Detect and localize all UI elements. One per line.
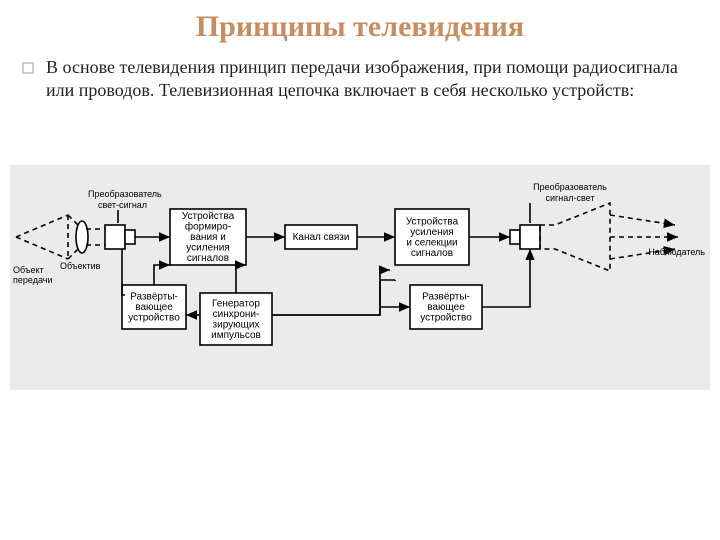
svg-text:Объект: Объект: [13, 265, 44, 275]
svg-text:вающее: вающее: [427, 302, 465, 313]
svg-text:Генератор: Генератор: [212, 298, 260, 309]
svg-text:зирующих: зирующих: [213, 319, 260, 330]
bullet-row: В основе телевидения принцип передачи из…: [0, 44, 720, 101]
svg-text:Преобразователь: Преобразователь: [533, 182, 607, 192]
slide-title: Принципы телевидения: [0, 0, 720, 44]
tv-chain-diagram: ОбъектпередачиОбъективПреобразовательсве…: [10, 165, 710, 390]
svg-text:Наблюдатель: Наблюдатель: [648, 247, 705, 257]
svg-text:Развёрты-: Развёрты-: [130, 292, 178, 303]
diagram-container: ОбъектпередачиОбъективПреобразовательсве…: [10, 165, 710, 390]
svg-text:и селекции: и селекции: [406, 237, 457, 248]
svg-text:устройство: устройство: [420, 313, 472, 324]
svg-text:синхрони-: синхрони-: [213, 309, 260, 320]
svg-text:усиления: усиления: [186, 243, 229, 254]
svg-text:сигнал-свет: сигнал-свет: [545, 193, 594, 203]
svg-text:устройство: устройство: [128, 313, 180, 324]
svg-text:Развёрты-: Развёрты-: [422, 292, 470, 303]
svg-text:Канал связи: Канал связи: [293, 232, 350, 243]
svg-text:передачи: передачи: [13, 275, 52, 285]
body-text: В основе телевидения принцип передачи из…: [46, 56, 690, 101]
svg-text:Устройства: Устройства: [182, 211, 235, 222]
svg-text:формиро-: формиро-: [185, 221, 231, 233]
svg-text:сигналов: сигналов: [411, 248, 453, 259]
svg-text:вающее: вающее: [135, 302, 173, 313]
svg-text:Объектив: Объектив: [60, 261, 101, 271]
svg-text:Устройства: Устройства: [406, 216, 459, 227]
slide: Принципы телевидения В основе телевидени…: [0, 0, 720, 540]
svg-text:усиления: усиления: [410, 227, 453, 238]
square-bullet-icon: [22, 62, 34, 74]
svg-text:импульсов: импульсов: [211, 330, 261, 341]
svg-text:вания и: вания и: [190, 232, 226, 243]
svg-text:свет-сигнал: свет-сигнал: [98, 200, 147, 210]
svg-text:Преобразователь: Преобразователь: [88, 189, 162, 199]
svg-text:сигналов: сигналов: [187, 253, 229, 264]
